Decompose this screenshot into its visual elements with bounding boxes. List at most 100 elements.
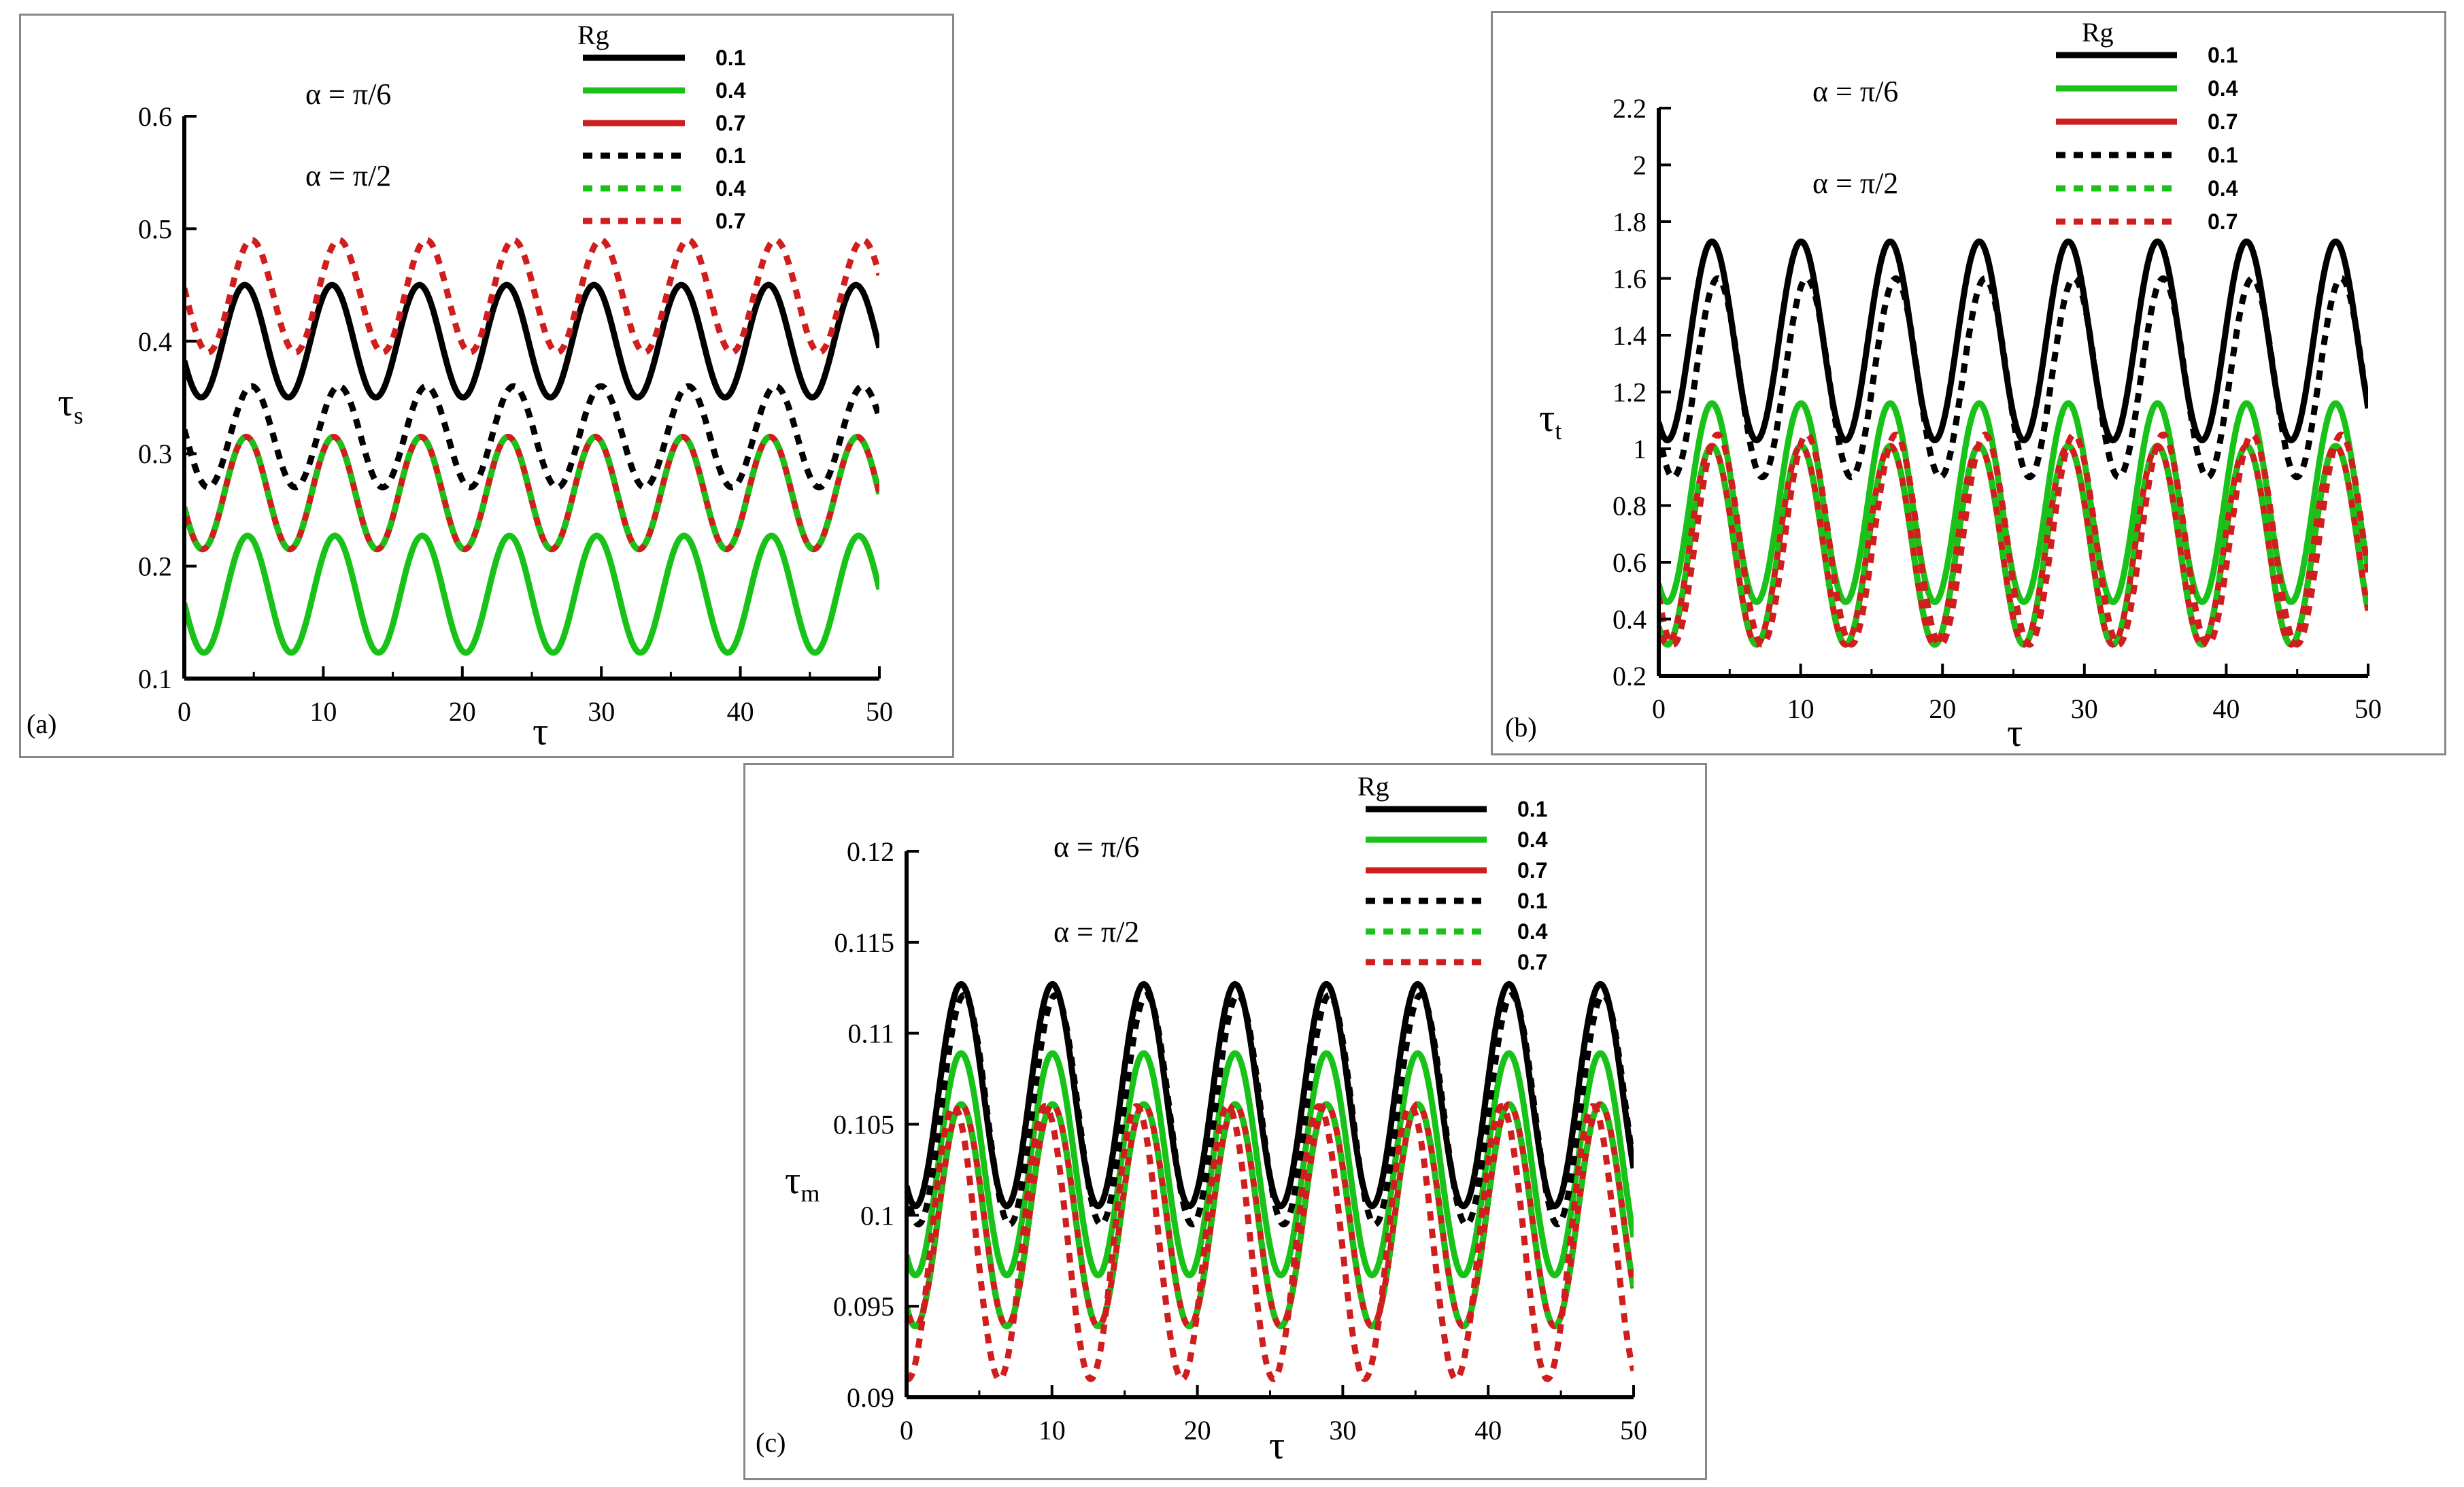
x-tick-label: 20 [1184,1415,1211,1446]
y-axis-label: τt [1539,396,1562,445]
series-group [1659,238,2368,648]
y-tick-label: 0.11 [847,1019,894,1049]
x-tick-label: 30 [588,696,615,727]
y-tick-label: 0.4 [138,326,172,357]
x-tick-label: 40 [1474,1415,1502,1446]
series-line-black-dashed-3 [907,991,1634,1228]
y-tick-label: 0.09 [847,1382,894,1413]
series-line-red-dashed-5 [907,1102,1634,1383]
series-line-green-dashed-4 [907,1101,1634,1330]
legend-label: 0.1 [715,143,745,168]
annotation-alpha-pi6: α = π/6 [1053,830,1139,864]
y-tick-label: 0.3 [138,439,172,469]
legend-label: 0.1 [1517,889,1547,913]
series-group [907,980,1634,1383]
y-tick-label: 0.8 [1613,491,1647,522]
y-axis-label-base: τ [1539,396,1555,440]
y-tick-label: 2.2 [1613,93,1647,124]
y-tick-label: 1.6 [1613,264,1647,294]
legend-label: 0.4 [1517,827,1548,852]
y-tick-label: 1 [1633,434,1647,464]
legend-label: 0.4 [2208,76,2238,101]
legend-label: 0.7 [2208,209,2238,234]
panel-label-c: (c) [756,1427,786,1458]
y-axis-label-base: τ [58,380,73,424]
y-tick-label: 0.095 [833,1291,894,1322]
y-tick-label: 2 [1633,150,1647,181]
x-tick-label: 50 [1620,1415,1647,1446]
y-axis-label: τs [58,380,83,429]
annotation-alpha-pi2: α = π/2 [1053,915,1139,948]
y-tick-label: 1.4 [1613,320,1647,351]
x-tick-label: 50 [2355,694,2382,724]
legend-label: 0.4 [2208,176,2238,201]
y-tick-label: 0.5 [138,213,172,244]
series-line-green-dashed-4 [184,433,879,553]
x-tick-label: 10 [309,696,337,727]
legend-title: Rg [577,20,609,50]
y-tick-label: 0.115 [834,927,894,958]
x-tick-label: 50 [866,696,893,727]
y-tick-label: 0.2 [1613,661,1647,691]
y-axis-label-sub: s [73,402,83,429]
y-axis-label-base: τ [785,1158,800,1202]
y-axis-label: τm [785,1158,820,1207]
x-tick-label: 40 [727,696,754,727]
x-axis-label: τ [2007,711,2023,753]
y-tick-label: 0.1 [138,664,172,694]
y-tick-label: 0.6 [138,101,172,132]
chart-b-svg: (b) α = π/6 α = π/2 Rg τ τt 0 10 20 30 40 500… [1505,17,2382,753]
series-line-green-dashed-4 [1659,443,2368,648]
chart-a-svg: (a) α = π/6 α = π/2 Rg τ τs 0 10 20 30 40 500… [27,20,893,753]
y-tick-label: 1.8 [1613,207,1647,237]
legend-label: 0.7 [1517,858,1547,883]
legend-label: 0.1 [1517,797,1547,821]
y-tick-label: 0.6 [1613,547,1647,578]
chart-panel-b: (b) α = π/6 α = π/2 Rg τ τt 0 10 20 30 40 50 0… [1491,11,2446,755]
legend-label: 0.7 [715,209,745,233]
chart-panel-a: (a) α = π/6 α = π/2 Rg τ τs 0 10 20 30 40 50 0… [19,14,954,758]
x-tick-label: 20 [1929,694,1956,724]
legend-label: 0.4 [715,78,746,103]
y-tick-label: 0.1 [860,1200,894,1231]
series-line-black-solid-0 [184,281,879,401]
series-line-black-dashed-3 [1659,275,2368,481]
legend-label: 0.7 [715,111,745,135]
x-tick-label: 0 [1652,694,1666,724]
annotation-alpha-pi6: α = π/6 [305,78,391,111]
annotation-alpha-pi2: α = π/2 [305,159,391,192]
annotation-alpha-pi2: α = π/2 [1812,167,1898,200]
series-group [184,237,879,656]
series-line-green-solid-1 [184,532,879,656]
legend-label: 0.1 [2208,143,2238,167]
y-axis-label-sub: t [1555,417,1562,445]
series-line-red-dashed-5 [184,237,879,356]
annotation-alpha-pi6: α = π/6 [1812,75,1898,108]
chart-panel-c: (c) α = π/6 α = π/2 Rg τ τm 0 10 20 30 40 50 0… [743,763,1707,1480]
x-tick-label: 0 [178,696,191,727]
legend-label: 0.7 [2208,109,2238,134]
y-tick-label: 0.4 [1613,604,1647,635]
panel-label-b: (b) [1505,712,1537,742]
y-tick-label: 0.105 [833,1110,894,1140]
panel-label-a: (a) [27,708,56,739]
x-tick-label: 30 [1329,1415,1356,1446]
x-axis-label: τ [533,709,548,753]
legend-label: 0.1 [715,46,745,70]
chart-c-svg: (c) α = π/6 α = π/2 Rg τ τm 0 10 20 30 40 50 0… [756,771,1647,1467]
x-tick-label: 30 [2071,694,2098,724]
legend-label: 0.4 [715,176,746,201]
legend-label: 0.7 [1517,950,1547,974]
x-tick-label: 10 [1787,694,1815,724]
y-tick-label: 0.12 [847,836,894,867]
legend-title: Rg [1357,771,1389,802]
x-tick-label: 0 [900,1415,913,1446]
x-axis-label: τ [1269,1423,1285,1467]
x-tick-label: 20 [449,696,476,727]
x-tick-label: 40 [2212,694,2240,724]
legend-title: Rg [2082,17,2114,48]
x-tick-label: 10 [1039,1415,1066,1446]
y-tick-label: 1.2 [1613,377,1647,408]
legend-label: 0.1 [2208,43,2238,67]
legend-label: 0.4 [1517,919,1548,944]
